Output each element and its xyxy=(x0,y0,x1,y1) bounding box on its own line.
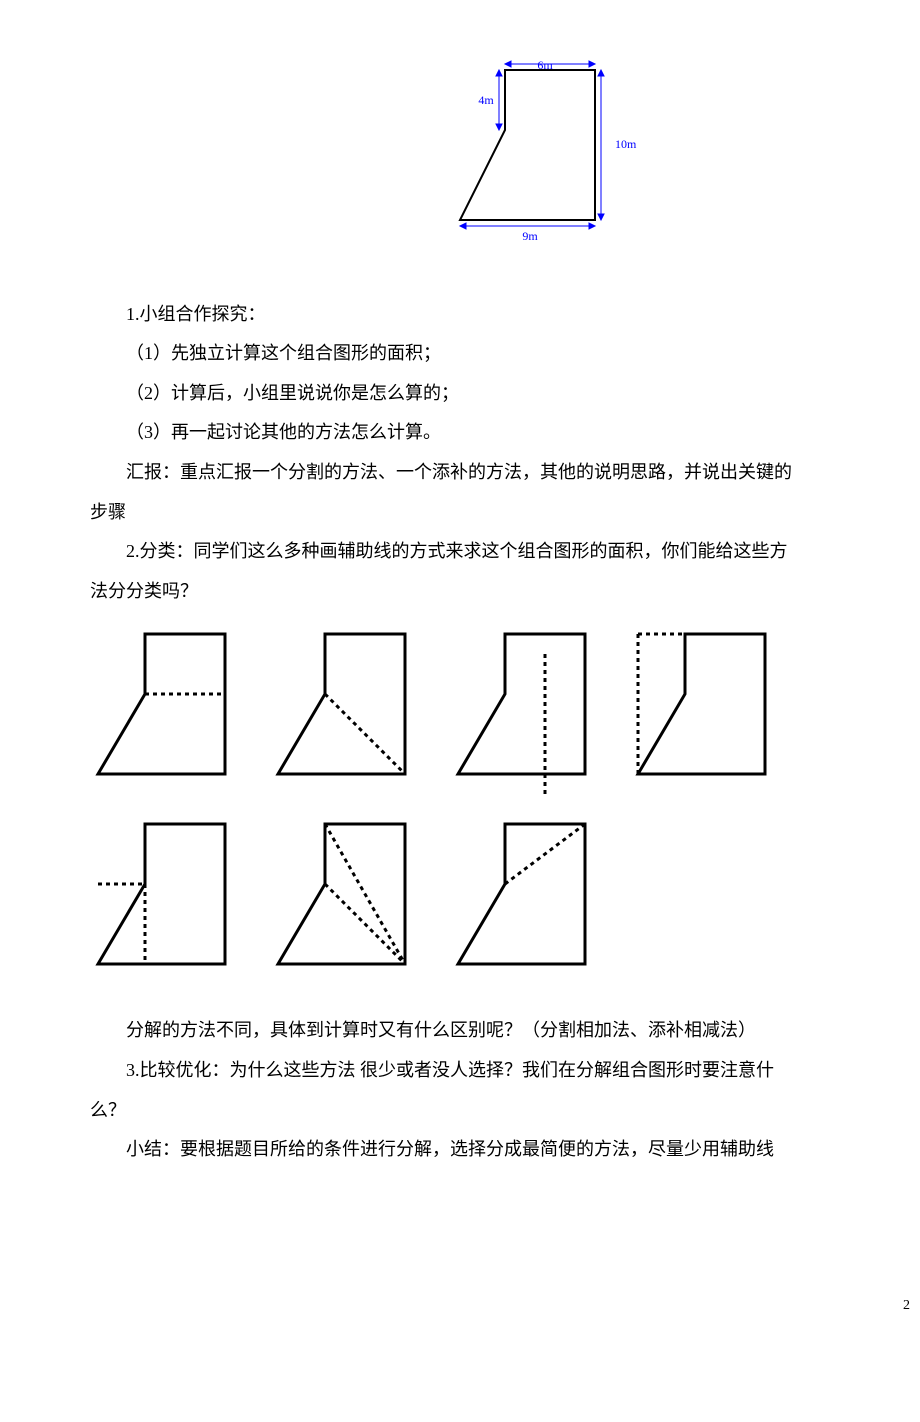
text-line: （1）先独立计算这个组合图形的面积； xyxy=(90,334,920,374)
text-line: （2）计算后，小组里说说你是怎么算的； xyxy=(90,374,920,414)
text-line: （3）再一起讨论其他的方法怎么计算。 xyxy=(90,413,920,453)
text-line: 小结：要根据题目所给的条件进行分解，选择分成最简便的方法，尽量少用辅助线 xyxy=(90,1130,920,1170)
shape-item xyxy=(630,626,780,801)
text-line: 么？ xyxy=(90,1091,920,1131)
text-line: 1.小组合作探究： xyxy=(90,295,920,335)
text-line: 法分分类吗？ xyxy=(90,572,920,612)
dim-left-label: 4m xyxy=(478,93,494,107)
shape-item xyxy=(450,816,600,991)
shape-svg xyxy=(270,626,420,801)
dim-top-label: 6m xyxy=(537,60,553,72)
shape-item xyxy=(270,626,420,801)
text-line: 汇报：重点汇报一个分割的方法、一个添补的方法，其他的说明思路，并说出关键的 xyxy=(90,453,920,493)
main-figure-svg: 6m 4m 10m 9m xyxy=(450,60,650,260)
shape-item xyxy=(270,816,420,991)
shape-svg xyxy=(450,816,600,991)
text-line: 2.分类：同学们这么多种画辅助线的方式来求这个组合图形的面积，你们能给这些方 xyxy=(90,532,920,572)
shapes-row xyxy=(90,816,920,991)
shape-svg xyxy=(270,816,420,991)
text-line: 步骤 xyxy=(90,493,920,533)
shape-svg xyxy=(90,626,240,801)
dim-right-label: 10m xyxy=(615,137,637,151)
shape-item xyxy=(90,816,240,991)
page-number: 2 xyxy=(903,1291,910,1322)
shape-svg xyxy=(450,626,600,801)
shape-svg xyxy=(630,626,780,801)
shape-item xyxy=(90,626,240,801)
shape-svg xyxy=(90,816,240,991)
dim-bottom-label: 9m xyxy=(522,229,538,243)
main-figure: 6m 4m 10m 9m xyxy=(90,60,920,275)
shape-item xyxy=(450,626,600,801)
text-line: 分解的方法不同，具体到计算时又有什么区别呢？（分割相加法、添补相减法） xyxy=(90,1011,920,1051)
shapes-row xyxy=(90,626,920,801)
text-line: 3.比较优化：为什么这些方法 很少或者没人选择？我们在分解组合图形时要注意什 xyxy=(90,1051,920,1091)
